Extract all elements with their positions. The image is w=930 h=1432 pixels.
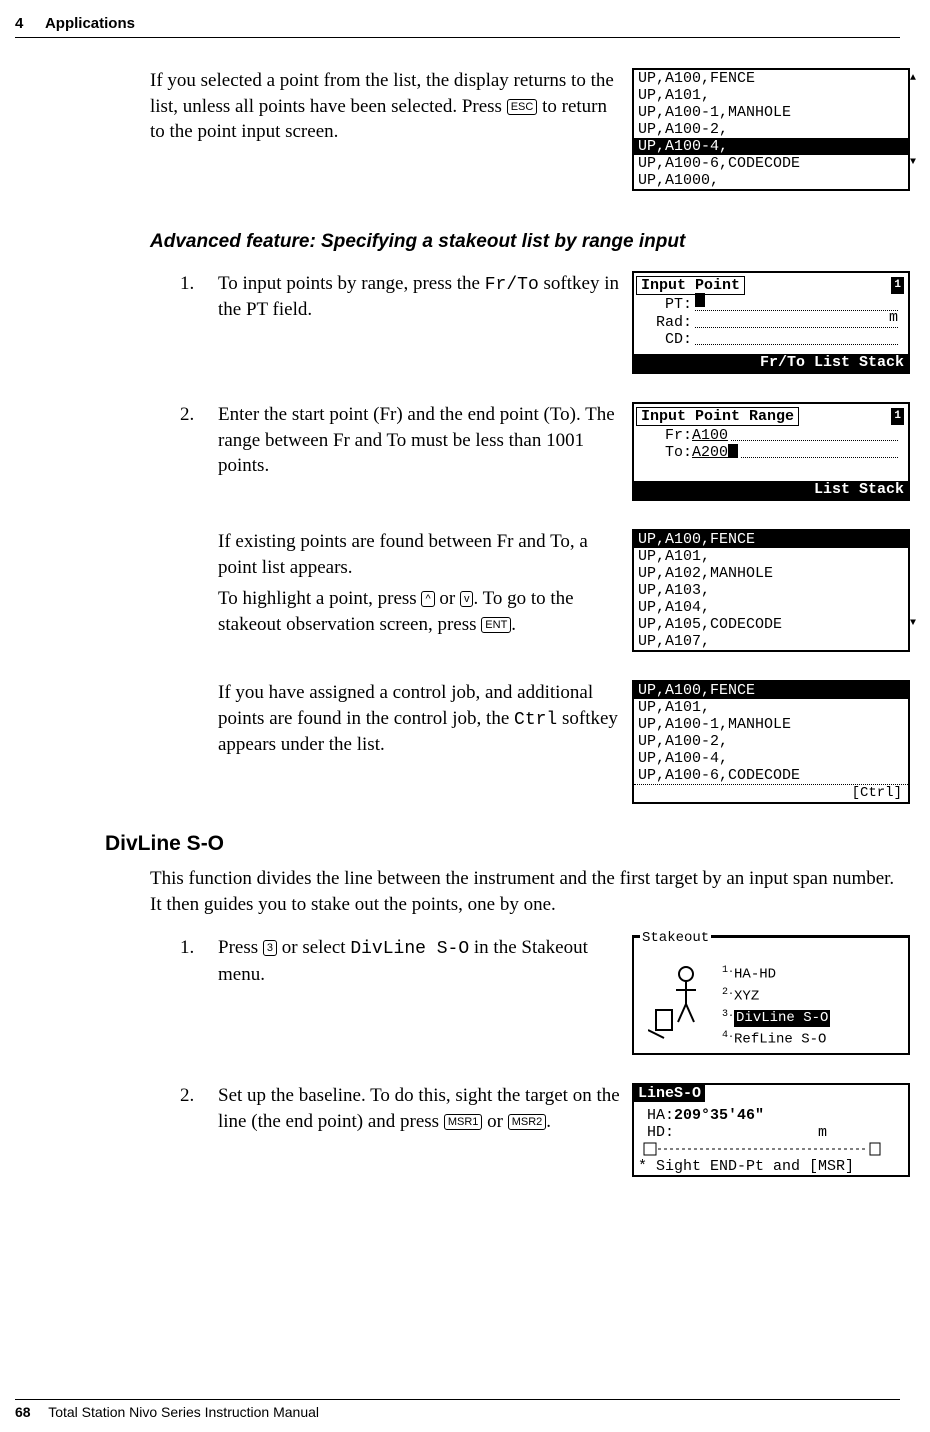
divline-intro: This function divides the line between t… [150, 866, 910, 917]
intro-paragraph: If you selected a point from the list, t… [150, 68, 622, 145]
esc-key: ESC [507, 99, 538, 115]
range-section-heading: Advanced feature: Specifying a stakeout … [150, 231, 910, 253]
frto-softkey: Fr/To [485, 275, 539, 295]
step-2: 2. Enter the start point (Fr) and the en… [180, 402, 622, 479]
div-step-1: 1. Press 3 or select DivLine S-O in the … [180, 935, 622, 987]
chapter-number: 4 [15, 15, 23, 32]
msr2-key: MSR2 [508, 1114, 547, 1130]
manual-title: Total Station Nivo Series Instruction Ma… [48, 1404, 319, 1420]
lcd-input-point: 1Input PointPT:Rad:mCD:Fr/To List Stack [632, 271, 910, 374]
ent-key: ENT [481, 617, 511, 633]
lcd-stakeout-menu: Stakeout1.HA-HD2.XYZ3.DivLine S-O4.RefLi… [632, 935, 910, 1055]
page-header: 4 Applications [15, 15, 900, 38]
divline-heading: DivLine S-O [105, 832, 910, 856]
step-2b: If existing points are found between Fr … [218, 529, 622, 638]
lcd-input-range: 1Input Point RangeFr:A100To:A200List Sta… [632, 402, 910, 501]
down-key: v [460, 591, 474, 607]
chapter-title: Applications [45, 15, 135, 32]
lcd-range-list: ▼ UP,A100,FENCEUP,A101,UP,A102,MANHOLEUP… [632, 529, 910, 652]
key-3: 3 [263, 940, 277, 956]
div-step-2: 2. Set up the baseline. To do this, sigh… [180, 1083, 622, 1134]
lcd-ctrl-list: UP,A100,FENCEUP,A101,UP,A100-1,MANHOLEUP… [632, 680, 910, 804]
page-footer: 68 Total Station Nivo Series Instruction… [15, 1399, 900, 1420]
msr1-key: MSR1 [444, 1114, 483, 1130]
lcd-lines-o: LineS-O HA:209°35'46" HD: m* Sight END-P… [632, 1083, 910, 1177]
ctrl-softkey: Ctrl [514, 710, 557, 730]
page-number: 68 [15, 1404, 31, 1420]
step-2c: If you have assigned a control job, and … [218, 680, 622, 758]
step-1: 1. To input points by range, press the F… [180, 271, 622, 323]
lcd-intro-list: ▲▼ UP,A100,FENCEUP,A101,UP,A100-1,MANHOL… [632, 68, 910, 191]
up-key: ^ [421, 591, 434, 607]
divline-cmd: DivLine S-O [350, 939, 469, 959]
